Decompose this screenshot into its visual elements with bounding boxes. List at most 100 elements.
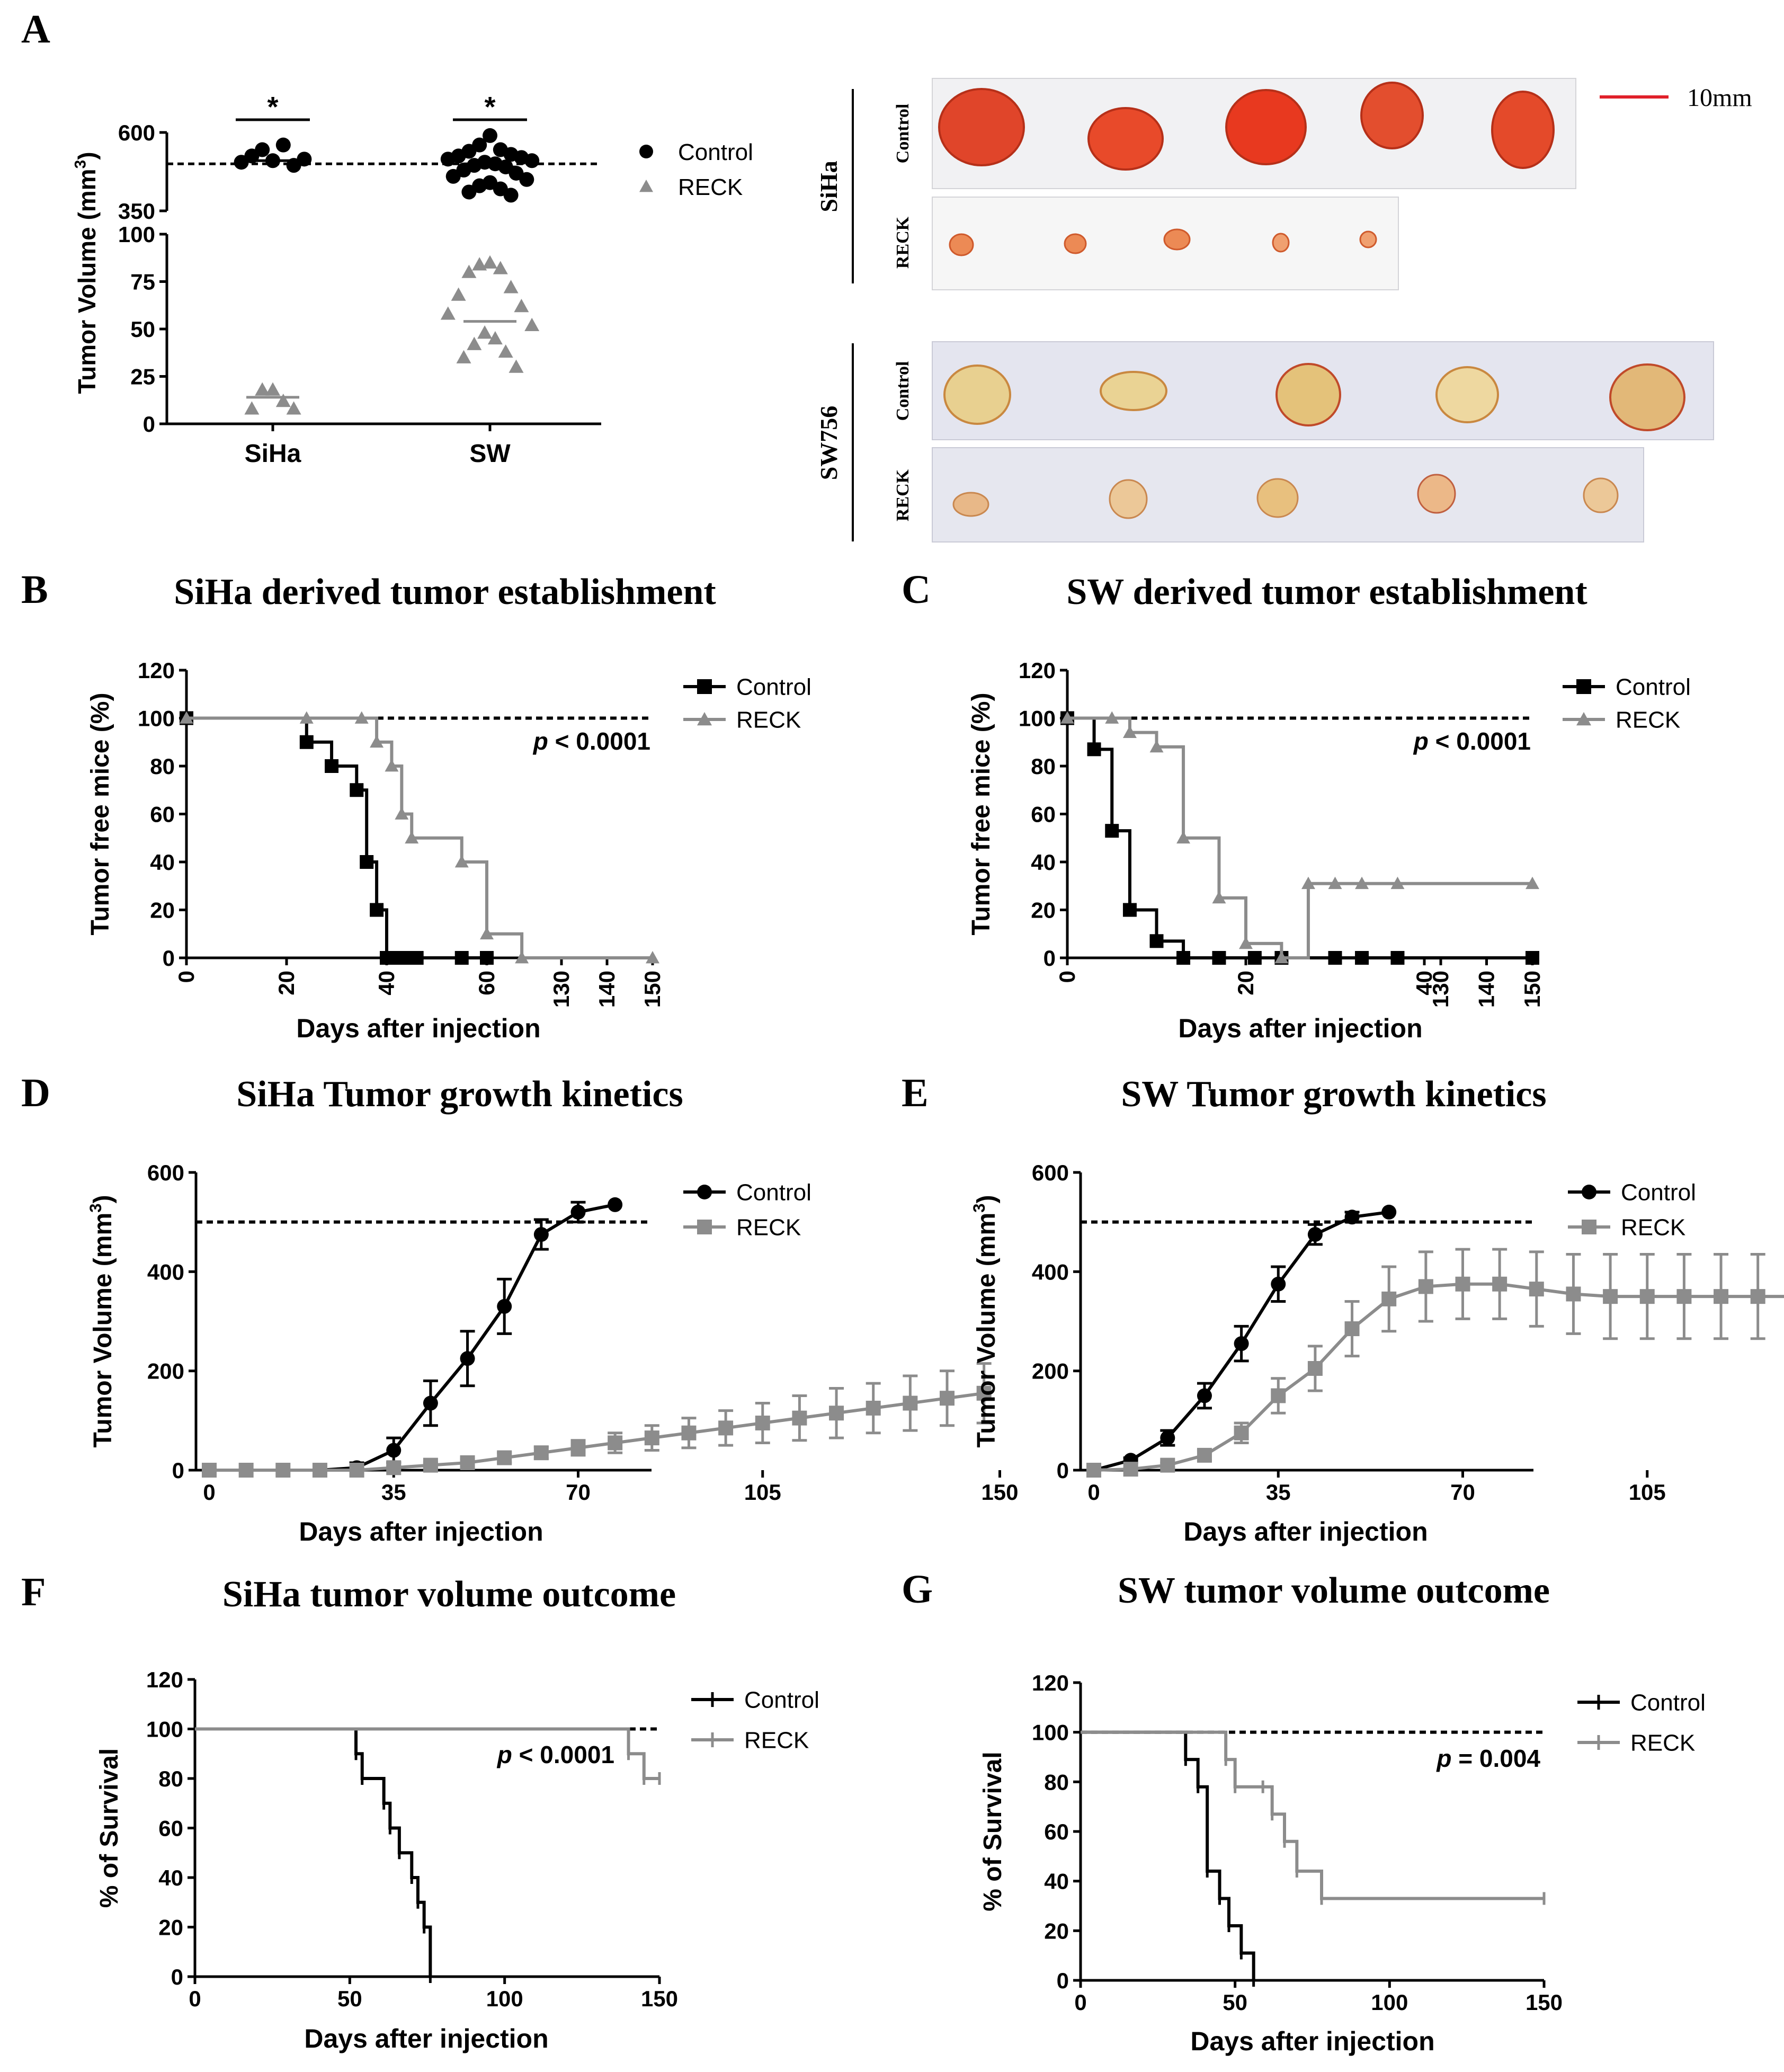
panel-g: G SW tumor volume outcome 0 20 40 60 80 100 12… [902, 1567, 1706, 2056]
chart-title-b: SiHa derived tumor establishment [174, 572, 716, 612]
legend-marker [697, 1185, 712, 1199]
tumor [952, 492, 989, 517]
chart-title-g: SW tumor volume outcome [1118, 1570, 1550, 1611]
x-axis-label: Days after injection [304, 2024, 548, 2053]
legend-label: Control [736, 1179, 811, 1205]
p-value-symbol: p [1413, 727, 1429, 755]
x-tick-label: 40 [1412, 971, 1437, 995]
panel-label-a: A [21, 7, 50, 51]
data-point [1455, 1276, 1470, 1292]
data-point [1149, 740, 1164, 753]
x-tick-label: 60 [474, 971, 499, 995]
y-tick-label: 350 [118, 199, 155, 224]
tumor [1417, 474, 1456, 514]
x-tick-label: 70 [566, 1480, 591, 1505]
panel-f-chart: 0 20 40 60 80 100 120 0 50 100 150 % of Survival Day… [95, 1667, 819, 2053]
x-tick-label: 150 [1520, 971, 1545, 1008]
y-axis-label-sup: 3 [970, 1204, 988, 1213]
data-point [1344, 1321, 1360, 1337]
x-tick-label: 105 [1629, 1480, 1666, 1505]
y-axis-label-sup: 3 [86, 1204, 105, 1213]
data-point [533, 1227, 549, 1242]
legend-label: RECK [736, 1214, 801, 1240]
data-point [497, 1299, 512, 1314]
legend-label: Control [1630, 1689, 1706, 1715]
panel-c: C SW derived tumor establishment 0 20 40 60… [902, 567, 1691, 1043]
tumor [949, 233, 974, 256]
x-tick-label: 150 [640, 971, 665, 1008]
data-point [423, 1395, 438, 1411]
data-point [297, 152, 312, 167]
x-tick-label: 150 [981, 1480, 1018, 1505]
data-point [350, 783, 364, 797]
data-point [386, 1443, 402, 1458]
data-point [354, 711, 369, 724]
data-point [1307, 1360, 1323, 1376]
y-tick-label: 75 [130, 270, 155, 295]
data-point [1122, 725, 1137, 739]
data-point [503, 188, 519, 203]
y-axis-label: % of Survival [95, 1748, 123, 1908]
data-point [498, 344, 513, 358]
y-tick-label: 0 [143, 412, 155, 437]
y-tick-label: 0 [171, 1964, 183, 1989]
x-tick-label: 0 [1074, 1990, 1086, 2015]
legend-label: RECK [678, 174, 743, 200]
scale-bar-label: 10mm [1687, 84, 1752, 112]
data-point [1212, 951, 1226, 965]
data-point [275, 1463, 291, 1478]
data-point [312, 1463, 327, 1478]
legend-label: RECK [744, 1727, 809, 1753]
data-point [445, 168, 461, 184]
panel-label-e: E [902, 1071, 929, 1115]
x-axis-label: Days after injection [1183, 1517, 1428, 1546]
y-tick-label: 600 [118, 120, 155, 145]
data-point [202, 1463, 217, 1478]
x-tick-label: 40 [374, 971, 399, 995]
tumor [1609, 363, 1685, 431]
y-tick-label: 80 [158, 1766, 183, 1791]
significance-star: * [484, 91, 495, 123]
p-value-symbol: p [1435, 1745, 1451, 1772]
data-point [1526, 876, 1539, 890]
x-tick-label: 105 [744, 1480, 781, 1505]
y-tick-label: 0 [1057, 1968, 1069, 1993]
y-tick-label: 400 [1032, 1259, 1069, 1284]
panel-f: F SiHa tumor volume outcome 0 20 40 60 80 100… [21, 1570, 819, 2053]
y-axis-label: % of Survival [979, 1751, 1007, 1911]
photo-row-label-siha-control: Control [893, 104, 913, 164]
data-point [265, 382, 280, 396]
data-point [503, 280, 519, 294]
photo-group-label-sw756: SW756 [815, 406, 842, 481]
legend-label: Control [678, 139, 753, 165]
panel-a-tumor-photos: 10mm SiHa Control RECK SW756 Control REC… [815, 78, 1752, 543]
data-point [1197, 1447, 1212, 1463]
data-point [1603, 1289, 1618, 1304]
panel-b: B SiHa derived tumor establishment 0 20 40… [21, 567, 811, 1043]
photo-row-label-siha-reck: RECK [893, 216, 913, 269]
y-axis-label-sup: 3 [72, 160, 90, 169]
data-point [238, 1463, 254, 1478]
data-point [460, 1351, 475, 1366]
data-point [514, 299, 529, 313]
data-point [1087, 742, 1101, 757]
data-point [325, 759, 339, 773]
data-point [718, 1420, 734, 1436]
x-tick-label: 0 [174, 971, 199, 983]
x-tick-label: 35 [1266, 1480, 1291, 1505]
legend-label: Control [1616, 674, 1691, 700]
data-point [483, 255, 497, 269]
p-value-text: < 0.0001 [512, 1741, 614, 1768]
data-point [515, 951, 529, 964]
p-value: p < 0.0001 [1413, 727, 1531, 755]
legend-label: Control [744, 1687, 819, 1713]
photo-row-label-sw756-reck: RECK [893, 469, 913, 521]
data-point [1344, 1210, 1360, 1225]
y-tick-label: 200 [147, 1359, 184, 1384]
data-point [976, 1385, 992, 1401]
data-point [461, 184, 477, 200]
data-point [370, 903, 384, 917]
data-point [460, 1455, 475, 1470]
data-point [1566, 1286, 1581, 1302]
